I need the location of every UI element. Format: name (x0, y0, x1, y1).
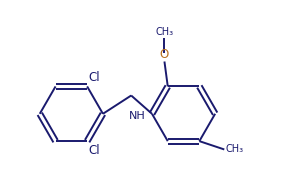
Text: Cl: Cl (89, 71, 101, 84)
Text: NH: NH (129, 111, 146, 121)
Text: Cl: Cl (89, 144, 101, 157)
Text: O: O (159, 48, 168, 61)
Text: CH₃: CH₃ (225, 144, 243, 155)
Text: CH₃: CH₃ (155, 27, 174, 37)
